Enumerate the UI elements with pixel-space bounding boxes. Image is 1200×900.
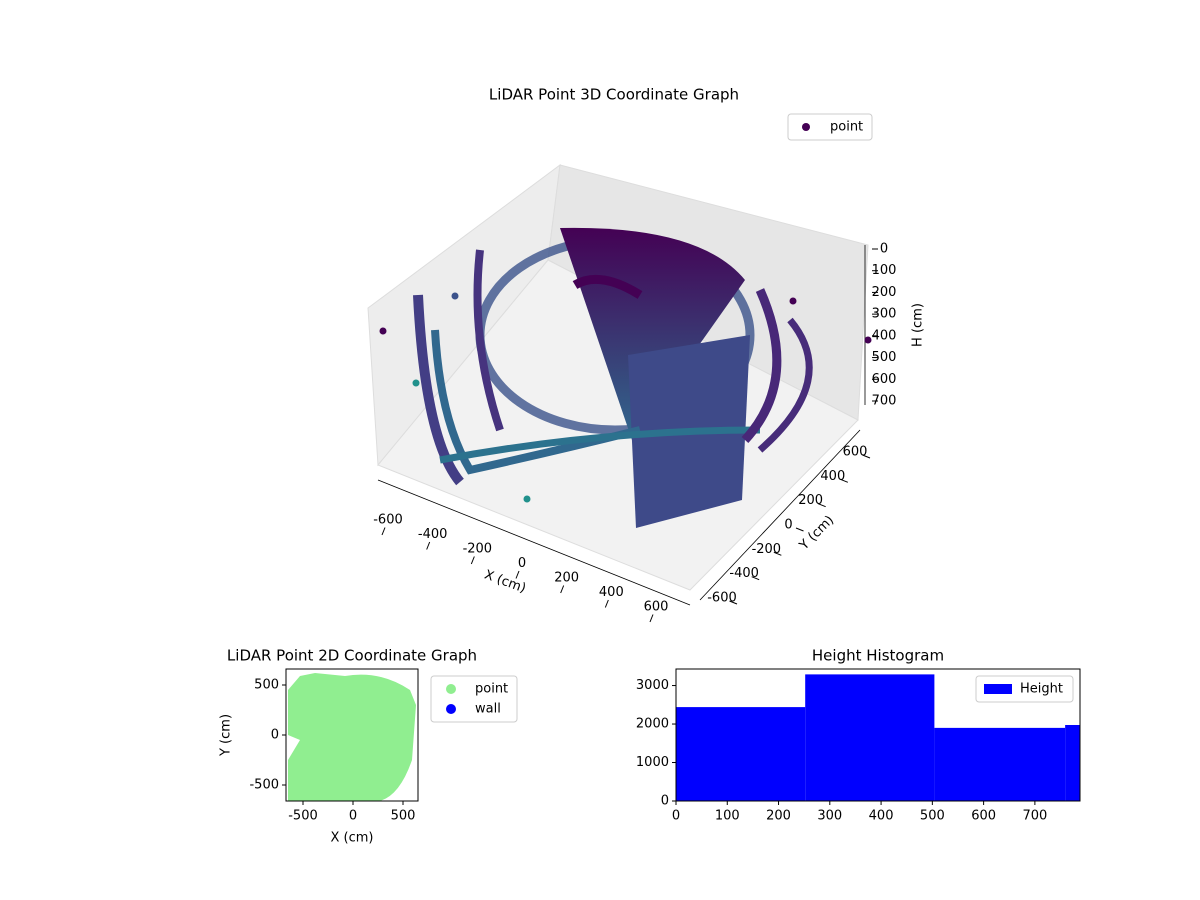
x-tick-label: 0 <box>349 809 357 824</box>
y-tick-label: 2000 <box>636 717 669 732</box>
x-tick <box>515 570 520 579</box>
y-tick-label: 0 <box>784 518 792 533</box>
bar <box>934 727 1066 801</box>
y-tick-label: 3000 <box>636 678 669 693</box>
x-tick-label: 200 <box>766 809 791 824</box>
z-tick-label: 500 <box>872 350 897 365</box>
y-tick-label: 400 <box>820 469 845 484</box>
z-axis-label: H (cm) <box>911 303 926 347</box>
x-tick <box>604 599 609 608</box>
y-tick-label: 0 <box>271 728 279 743</box>
chart-title: LiDAR Point 3D Coordinate Graph <box>489 86 739 104</box>
x-tick-label: 600 <box>644 600 669 615</box>
y-tick <box>751 576 760 581</box>
legend-label: point <box>830 120 863 135</box>
legend-label: point <box>475 682 508 697</box>
z-tick-label: 0 <box>880 242 888 257</box>
x-tick <box>470 556 475 565</box>
x-tick-label: 0 <box>672 809 680 824</box>
y-tick-label: 600 <box>843 445 868 460</box>
y-tick <box>729 600 738 605</box>
x-tick-label: 300 <box>817 809 842 824</box>
y-tick-label: -500 <box>249 778 279 793</box>
y-tick-label: 1000 <box>636 755 669 770</box>
legend-label: wall <box>475 702 501 717</box>
y-tick-label: -400 <box>729 566 759 581</box>
x-tick <box>560 585 565 594</box>
y-axis-label: Y (cm) <box>796 513 837 554</box>
x-tick-label: 400 <box>869 809 894 824</box>
legend-label: Height <box>1020 682 1063 697</box>
legend-marker <box>446 704 456 714</box>
legend-marker <box>446 684 456 694</box>
z-tick-label: 600 <box>872 372 897 387</box>
z-tick-label: 400 <box>872 328 897 343</box>
y-tick-label: -200 <box>752 542 782 557</box>
y-axis-label: Y (cm) <box>219 714 234 757</box>
point-cloud-2d <box>288 673 416 801</box>
point-cloud <box>379 227 872 528</box>
y-tick <box>795 527 804 532</box>
bar <box>676 707 806 801</box>
legend-box <box>787 113 873 141</box>
chart-title: Height Histogram <box>812 647 944 665</box>
x-tick <box>649 614 654 623</box>
bar <box>1065 724 1080 801</box>
bar <box>805 674 935 801</box>
x-tick-label: 700 <box>1022 809 1047 824</box>
y-tick-label: 0 <box>661 794 669 809</box>
y-tick-label: 200 <box>798 493 823 508</box>
x-tick-label: -600 <box>373 513 403 528</box>
x-tick-label: 400 <box>599 585 624 600</box>
x-tick <box>381 527 386 536</box>
z-tick-label: 200 <box>872 285 897 300</box>
chart-title: LiDAR Point 2D Coordinate Graph <box>227 647 477 665</box>
x-tick-label: 200 <box>554 571 579 586</box>
axes-frame <box>675 668 1081 802</box>
y-tick <box>840 478 849 483</box>
legend-box <box>975 675 1074 703</box>
x-tick-label: 0 <box>518 556 526 571</box>
z-tick-label: 100 <box>872 263 897 278</box>
x-tick-label: 100 <box>715 809 740 824</box>
y-tick <box>773 551 782 556</box>
x-tick <box>426 541 431 550</box>
z-tick-label: 300 <box>872 307 897 322</box>
z-tick-label: 700 <box>872 394 897 409</box>
x-tick-label: -400 <box>418 527 448 542</box>
x-tick-label: -500 <box>288 809 318 824</box>
x-tick-label: 600 <box>971 809 996 824</box>
legend-marker <box>802 123 810 131</box>
y-tick-label: 500 <box>254 678 279 693</box>
y-tick <box>862 454 871 459</box>
x-axis-label: X (cm) <box>331 831 374 846</box>
x-tick-label: -200 <box>463 542 493 557</box>
legend-marker <box>984 684 1012 694</box>
y-tick-label: -600 <box>707 591 737 606</box>
y-tick <box>817 503 826 508</box>
x-axis-label: X (cm) <box>482 568 528 597</box>
x-tick-label: 500 <box>920 809 945 824</box>
x-tick-label: 500 <box>391 809 416 824</box>
